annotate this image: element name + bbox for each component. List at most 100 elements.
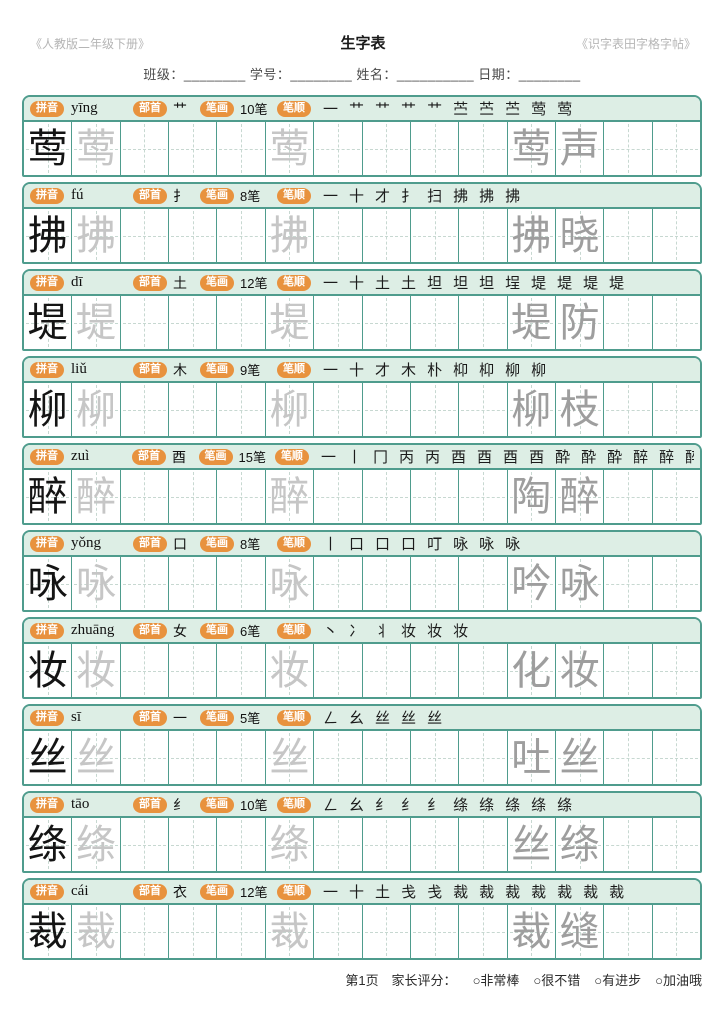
- practice-char-trace: 妆: [269, 647, 310, 694]
- grid-cell: 咏: [264, 557, 313, 610]
- practice-char-trace: 柳: [76, 386, 117, 433]
- stroke-glyph: 幺: [349, 709, 365, 727]
- rating-option: ○加油哦: [655, 972, 702, 988]
- stroke-glyph: 冂: [372, 448, 388, 466]
- stroke-glyph: 枊: [453, 361, 469, 379]
- stroke-glyph: 苎: [453, 100, 469, 118]
- stroke-glyph: 木: [401, 361, 417, 379]
- grid-cell: 绦: [24, 818, 71, 871]
- stroke-order-strip: 一十才扌扫拂拂拂: [323, 185, 520, 206]
- grid-cell: [119, 122, 168, 175]
- practice-grid: 莺莺莺莺声: [24, 122, 700, 175]
- grid-cell: [119, 731, 168, 784]
- radical-text: 木: [173, 361, 187, 378]
- row-header: 拼音 dī 部首 土 笔画 12笔 笔顺 一十土土坦坦坦埕堤堤堤堤: [24, 271, 700, 296]
- practice-char-trace: 堤: [269, 299, 310, 346]
- pinyin-badge: 拼音: [30, 274, 64, 291]
- grid-cell: 醉: [71, 470, 119, 523]
- stroke-glyph: 咏: [479, 535, 495, 553]
- character-row-block: 拼音 cái 部首 衣 笔画 12笔 笔顺 一十土戋戋裁裁裁裁裁裁裁 裁裁裁裁缝: [22, 878, 702, 960]
- stroke-glyph: 妆: [427, 622, 443, 640]
- grid-cell: [409, 644, 458, 697]
- grid-cell: 柳: [264, 383, 313, 436]
- grid-cell: [361, 383, 410, 436]
- practice-char-trace: 莺: [269, 125, 310, 172]
- grid-cell: [361, 470, 410, 523]
- stroke-count-text: 15笔: [238, 450, 267, 465]
- grid-cell: 裁: [506, 905, 555, 958]
- pinyin-text: tāo: [71, 796, 90, 812]
- grid-cell: [651, 470, 700, 523]
- grid-cell: [409, 296, 458, 349]
- rating-option: ○有进步: [594, 972, 642, 988]
- grid-cell: 拂: [506, 209, 555, 262]
- stroke-order-badge: 笔顺: [274, 448, 309, 465]
- grid-cell: [216, 818, 264, 871]
- radical-text: 女: [173, 622, 187, 639]
- practice-grid: 咏咏咏吟咏: [24, 557, 700, 610]
- stroke-glyph: 坦: [479, 274, 495, 292]
- stroke-order-badge: 笔顺: [277, 187, 311, 204]
- grid-cell: [168, 731, 216, 784]
- stroke-order-strip: ㄥ幺丝丝丝: [323, 707, 442, 728]
- radical-badge: 部首: [133, 361, 167, 378]
- page-title: 生字表: [340, 35, 386, 52]
- grid-cell: [313, 905, 361, 958]
- grid-cell: [168, 209, 216, 262]
- radical-badge: 部首: [131, 448, 166, 465]
- stroke-order-strip: 一十土戋戋裁裁裁裁裁裁裁: [323, 881, 624, 902]
- stroke-glyph: 扫: [427, 187, 443, 205]
- row-header: 拼音 yǒng 部首 口 笔画 8笔 笔顺 丨口口口叮咏咏咏: [24, 532, 700, 557]
- grid-cell: [313, 818, 361, 871]
- stroke-glyph: 冫: [349, 622, 365, 640]
- stroke-glyph: 丶: [323, 622, 339, 640]
- stroke-order-badge: 笔顺: [277, 709, 311, 726]
- grid-cell: [168, 383, 216, 436]
- grid-cell: 醉: [264, 470, 313, 523]
- stroke-glyph: 苎: [479, 100, 495, 118]
- pinyin-text: liǔ: [71, 361, 87, 377]
- practice-char-ink: 裁: [27, 908, 68, 955]
- row-header: 拼音 sī 部首 一 笔画 5笔 笔顺 ㄥ幺丝丝丝: [24, 706, 700, 731]
- grid-cell: [603, 470, 651, 523]
- pinyin-badge: 拼音: [30, 187, 64, 204]
- strokes-badge: 笔画: [200, 622, 234, 639]
- stroke-order-badge: 笔顺: [277, 100, 311, 117]
- stroke-glyph: 妆: [401, 622, 417, 640]
- grid-cell: [361, 905, 410, 958]
- stroke-glyph: 口: [375, 535, 391, 553]
- stroke-order-badge: 笔顺: [277, 883, 311, 900]
- stroke-count-text: 8笔: [240, 189, 261, 204]
- stroke-glyph: 裁: [479, 883, 495, 901]
- grid-cell: [458, 557, 506, 610]
- practice-char-word: 吟: [511, 560, 552, 607]
- stroke-count-text: 10笔: [240, 798, 268, 813]
- grid-cell: 堤: [264, 296, 313, 349]
- strokes-badge: 笔画: [200, 274, 234, 291]
- stroke-glyph: 丨: [323, 535, 339, 553]
- stroke-glyph: 酔: [607, 448, 623, 466]
- grid-cell: [361, 296, 410, 349]
- row-header: 拼音 fú 部首 扌 笔画 8笔 笔顺 一十才扌扫拂拂拂: [24, 184, 700, 209]
- pinyin-text: fú: [71, 187, 84, 203]
- stroke-glyph: 丝: [375, 709, 391, 727]
- stroke-glyph: 十: [349, 883, 365, 901]
- strokes-badge: 笔画: [200, 535, 234, 552]
- practice-char-word: 莺: [511, 125, 552, 172]
- practice-char-word: 拂: [511, 212, 552, 259]
- practice-char-trace: 柳: [269, 386, 310, 433]
- stroke-glyph: 堤: [609, 274, 625, 292]
- stroke-glyph: 艹: [375, 100, 391, 118]
- practice-char-ink: 醉: [27, 473, 68, 520]
- stroke-glyph: 十: [349, 274, 365, 292]
- practice-char-word: 丝: [511, 821, 552, 868]
- grid-cell: 拂: [24, 209, 71, 262]
- grid-cell: 丝: [71, 731, 119, 784]
- grid-cell: 莺: [506, 122, 555, 175]
- grid-cell: [216, 296, 264, 349]
- stroke-glyph: ㄥ: [323, 709, 339, 727]
- stroke-glyph: 酉: [503, 448, 519, 466]
- grid-cell: 拂: [264, 209, 313, 262]
- character-row-block: 拼音 zuì 部首 酉 笔画 15笔 笔顺 一丨冂丙丙酉酉酉酉酔酔酔醉醉醉 醉醉…: [22, 443, 702, 525]
- stroke-glyph: 醉: [685, 446, 694, 467]
